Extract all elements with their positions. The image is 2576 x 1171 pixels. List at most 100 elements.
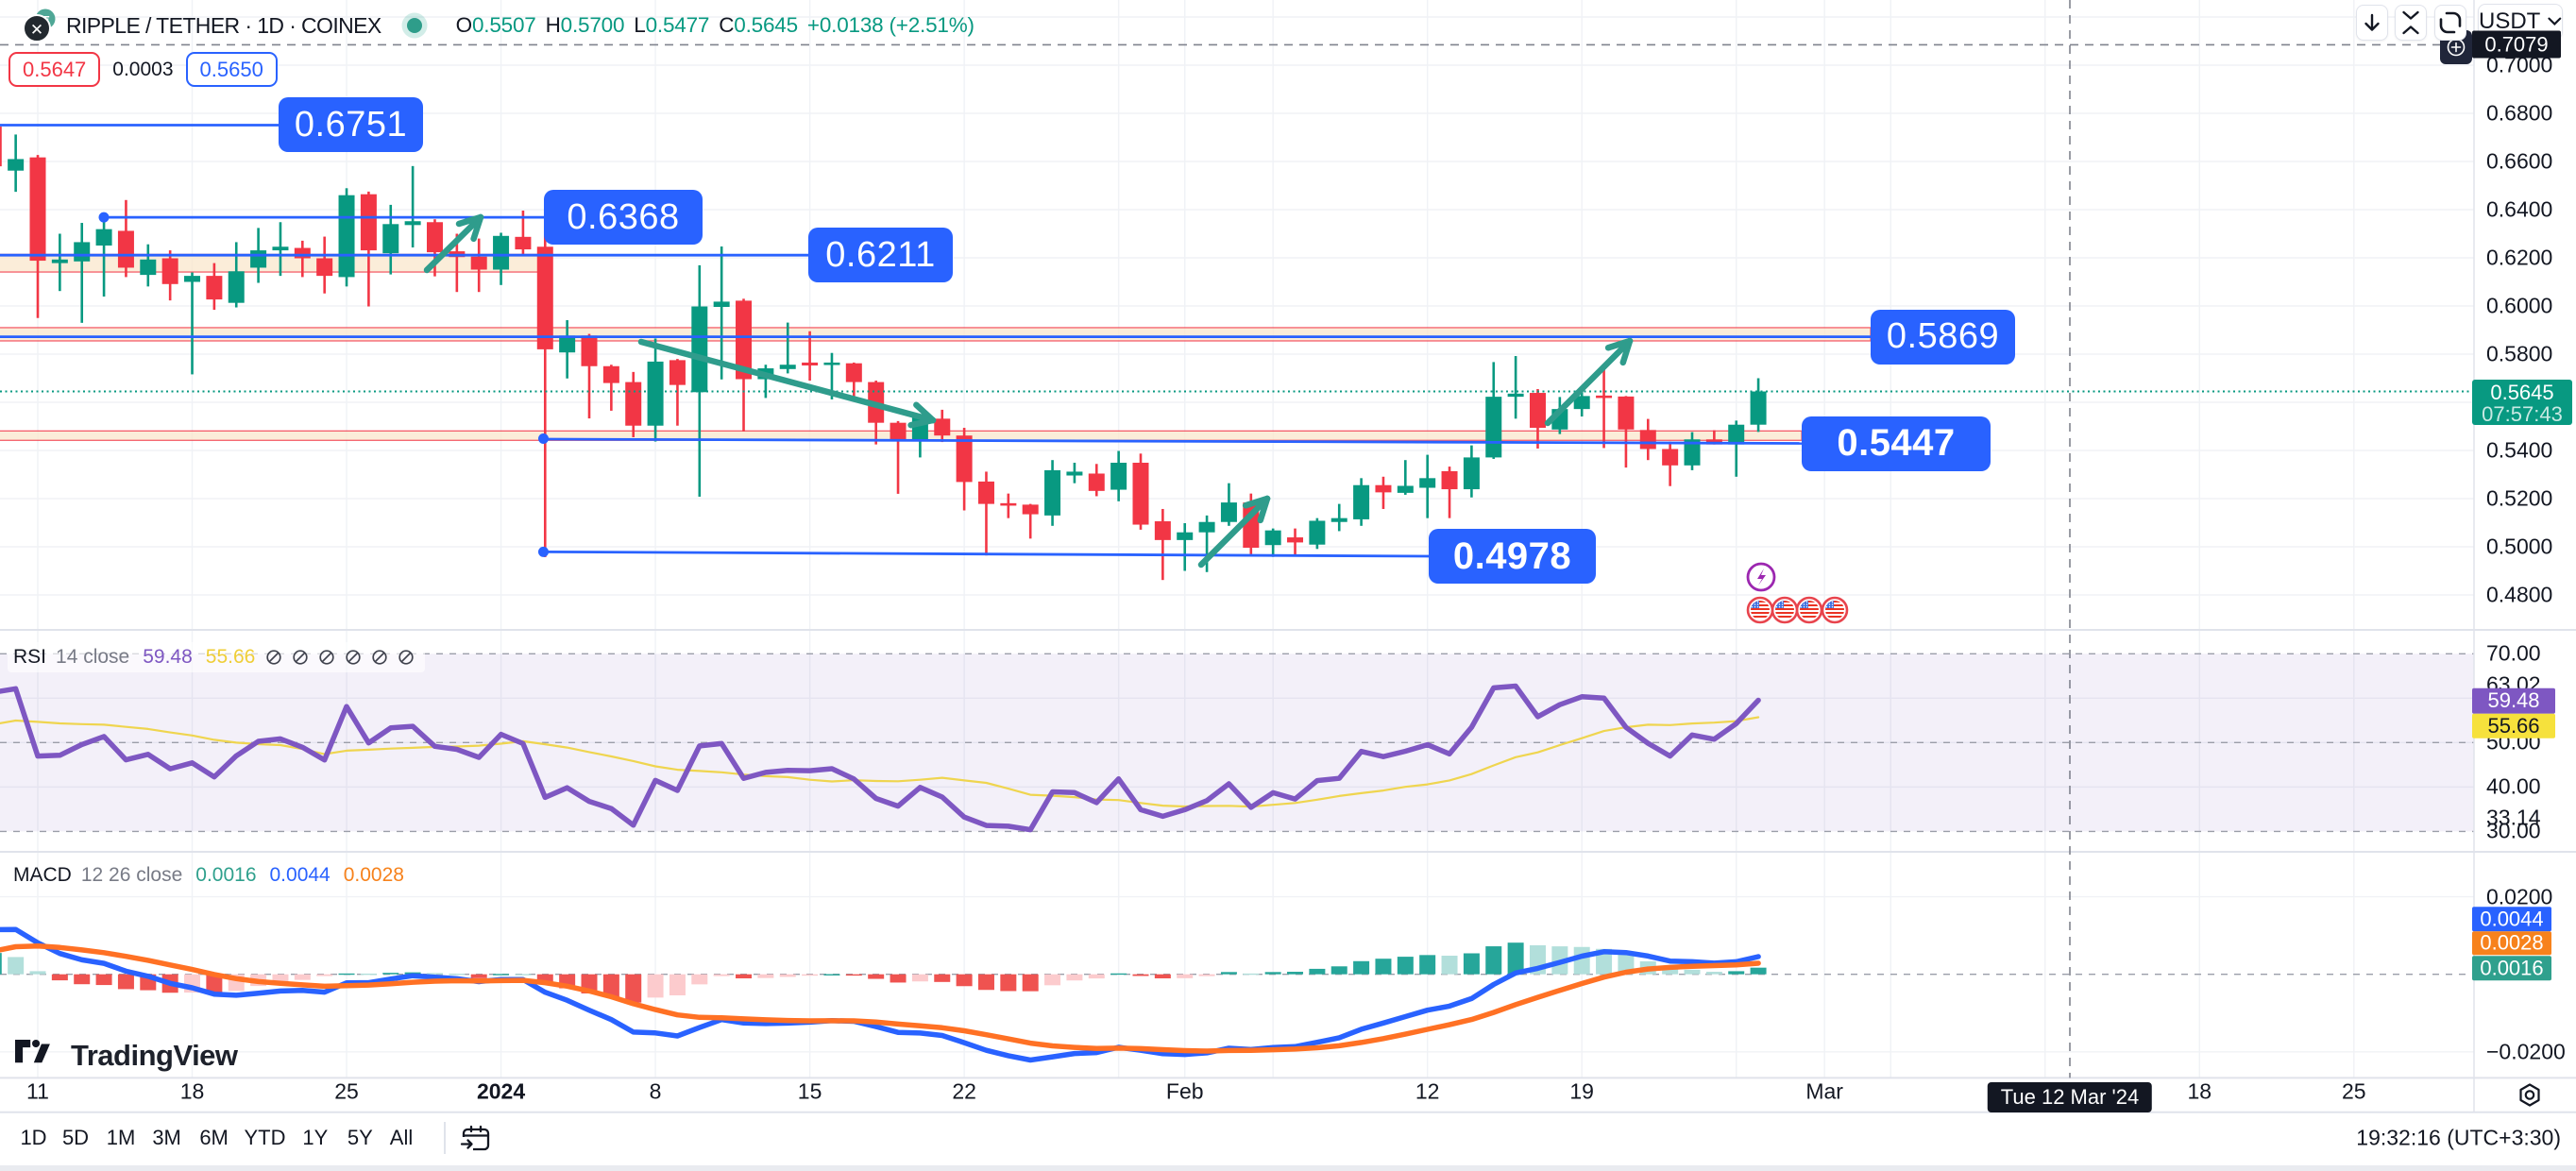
rsi-axis-label: 70.00 bbox=[2486, 640, 2541, 666]
bid-price-box[interactable]: 0.5647 bbox=[8, 52, 101, 87]
crosshair-price-label: 0.7079 bbox=[2472, 30, 2561, 59]
crosshair-time-label: Tue 12 Mar '24 bbox=[1987, 1082, 2153, 1112]
countdown-timer: 07:57:43 bbox=[2482, 401, 2563, 426]
price-level-label[interactable]: 0.4978 bbox=[1429, 529, 1596, 584]
time-axis-label: 11 bbox=[26, 1078, 49, 1104]
time-axis-label: Feb bbox=[1165, 1078, 1204, 1104]
price-level-label[interactable]: 0.5447 bbox=[1802, 416, 1991, 471]
time-axis-label: 25 bbox=[334, 1078, 359, 1104]
macd-pane bbox=[0, 926, 2474, 1063]
rsi-axis-label: 40.00 bbox=[2486, 773, 2541, 799]
macd-indicator-header[interactable]: MACD 12 26 close 0.0016 0.0044 0.0028 bbox=[8, 860, 410, 891]
rsi-ma-value-label: 55.66 bbox=[2472, 713, 2555, 738]
price-level-label[interactable]: 0.6211 bbox=[808, 228, 953, 283]
scroll-down-button[interactable] bbox=[2356, 5, 2388, 41]
price-axis-label: 0.5800 bbox=[2486, 341, 2553, 366]
price-axis-label: 0.5200 bbox=[2486, 485, 2553, 511]
symbol-logo[interactable]: ₮ ✕ bbox=[13, 5, 59, 46]
price-level-label[interactable]: 0.6368 bbox=[544, 190, 703, 246]
range-button-5y[interactable]: 5Y bbox=[347, 1126, 373, 1149]
price-level-label[interactable]: 0.6751 bbox=[279, 97, 423, 153]
arrow-down-icon bbox=[2364, 13, 2380, 31]
us-flag-event-icon[interactable] bbox=[1795, 596, 1823, 624]
price-axis-label: 0.6600 bbox=[2486, 148, 2553, 174]
time-axis-label: 18 bbox=[2187, 1078, 2212, 1104]
macd-signal-line[interactable] bbox=[0, 942, 1761, 1054]
macd-signal-axis-label: 0.0028 bbox=[2472, 931, 2551, 956]
collapse-panes-button[interactable] bbox=[2395, 5, 2427, 41]
ohlc-open: O0.5507 bbox=[455, 13, 536, 37]
price-axis-label: 0.6200 bbox=[2486, 245, 2553, 270]
tradingview-watermark[interactable]: TradingView bbox=[15, 1039, 238, 1073]
range-button-1m[interactable]: 1M bbox=[106, 1126, 136, 1149]
disabled-plot-icon bbox=[398, 650, 415, 665]
range-button-6m[interactable]: 6M bbox=[199, 1126, 229, 1149]
us-flag-event-icon[interactable] bbox=[1746, 596, 1774, 624]
time-axis-label: 18 bbox=[179, 1078, 205, 1104]
range-button-all[interactable]: All bbox=[389, 1126, 414, 1149]
macd-hist-axis-label: 0.0016 bbox=[2472, 956, 2551, 981]
range-button-ytd[interactable]: YTD bbox=[244, 1126, 286, 1149]
time-axis-label: 25 bbox=[2342, 1078, 2366, 1104]
price-axis-label: 0.5000 bbox=[2486, 534, 2553, 559]
price-axis-label: 0.6000 bbox=[2486, 293, 2553, 318]
us-flag-event-icon[interactable] bbox=[1771, 596, 1799, 624]
rsi-indicator-header[interactable]: RSI 14 close 59.48 55.66 bbox=[8, 642, 426, 672]
calendar-icon bbox=[460, 1125, 490, 1151]
macd-hist-value: 0.0016 bbox=[195, 864, 257, 886]
go-to-date-button[interactable] bbox=[460, 1124, 492, 1159]
market-status-icon[interactable] bbox=[393, 8, 436, 43]
us-flag-event-icon[interactable] bbox=[1821, 596, 1849, 624]
last-price-label[interactable]: 0.5645 07:57:43 bbox=[2472, 379, 2572, 426]
time-axis-settings[interactable] bbox=[2519, 1083, 2540, 1107]
gear-icon bbox=[2519, 1083, 2540, 1107]
ohlc-high: H0.5700 bbox=[545, 13, 625, 37]
time-axis-label: 2024 bbox=[476, 1078, 526, 1104]
rsi-ma-line[interactable] bbox=[0, 716, 1760, 808]
rsi-title: RSI bbox=[13, 646, 47, 668]
ohlc-close: C0.5645 bbox=[719, 13, 798, 37]
range-button-1y[interactable]: 1Y bbox=[302, 1126, 329, 1149]
grid-lines bbox=[0, 0, 2474, 1078]
range-button-5d[interactable]: 5D bbox=[61, 1126, 90, 1149]
price-level-label[interactable]: 0.5869 bbox=[1871, 309, 2015, 365]
macd-params: 12 26 close bbox=[80, 864, 183, 886]
price-axis-label: 0.6400 bbox=[2486, 196, 2553, 222]
currency-selected-value: USDT bbox=[2479, 8, 2541, 34]
macd-line-axis-label: 0.0044 bbox=[2472, 907, 2551, 932]
disabled-plot-icon bbox=[319, 650, 335, 665]
trend-arrows[interactable] bbox=[423, 213, 1634, 569]
range-button-3m[interactable]: 3M bbox=[152, 1126, 181, 1149]
ask-price-box[interactable]: 0.5650 bbox=[185, 52, 278, 87]
time-axis-label: 22 bbox=[952, 1078, 976, 1104]
time-axis-label: 15 bbox=[797, 1078, 822, 1104]
symbol-title[interactable]: RIPPLE / TETHER · 1D · COINEX bbox=[66, 12, 381, 38]
rsi-params: 14 close bbox=[56, 646, 130, 668]
tradingview-logo-icon bbox=[15, 1040, 50, 1063]
fullscreen-icon bbox=[2439, 11, 2462, 34]
macd-signal-value: 0.0028 bbox=[343, 864, 404, 886]
price-axis-label: 0.6800 bbox=[2486, 100, 2553, 126]
drawn-price-lines[interactable] bbox=[0, 124, 1871, 558]
time-axis-label: 8 bbox=[649, 1078, 662, 1104]
range-button-1d[interactable]: 1D bbox=[20, 1126, 47, 1149]
chevron-down-icon bbox=[2548, 17, 2562, 25]
price-axis-label: 0.5400 bbox=[2486, 437, 2553, 463]
time-axis-label: 19 bbox=[1569, 1078, 1594, 1104]
rsi-line[interactable] bbox=[0, 683, 1761, 833]
toolbar-divider bbox=[444, 1122, 446, 1154]
rsi-ma-value: 55.66 bbox=[205, 646, 256, 668]
ohlc-low: L0.5477 bbox=[634, 13, 710, 37]
clock[interactable]: 19:32:16 (UTC+3:30) bbox=[2356, 1125, 2561, 1150]
maximize-pane-button[interactable] bbox=[2434, 5, 2466, 41]
collapse-icon bbox=[2402, 10, 2419, 35]
macd-line[interactable] bbox=[0, 926, 1761, 1063]
price-axis-label: 0.4800 bbox=[2486, 582, 2553, 607]
macd-axis-label: −0.0200 bbox=[2486, 1039, 2566, 1064]
disabled-plot-icon bbox=[266, 650, 282, 665]
disabled-plot-icon bbox=[372, 650, 388, 665]
event-markers[interactable] bbox=[1746, 562, 1849, 624]
